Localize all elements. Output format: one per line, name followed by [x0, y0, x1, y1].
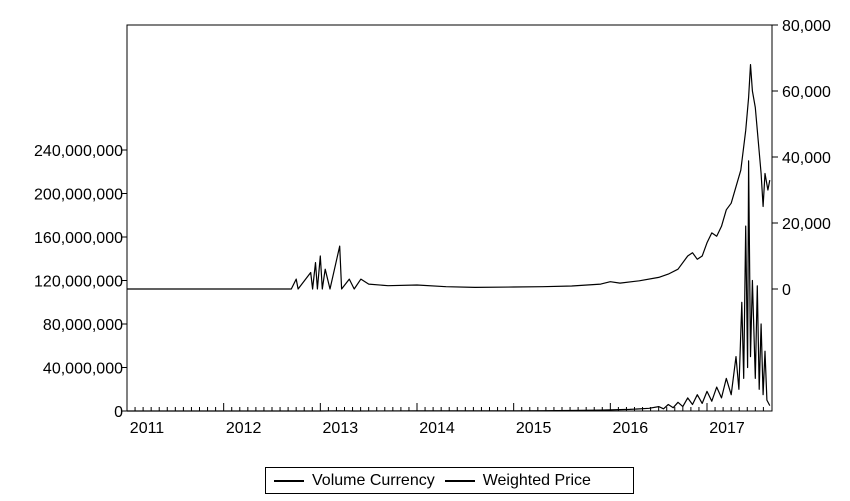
right-tick-label: 80,000 [782, 18, 831, 35]
x-tick-label: 2017 [709, 420, 745, 437]
right-tick-label: 20,000 [782, 216, 831, 233]
right-tick-label: 60,000 [782, 84, 831, 101]
series-weighted-price [127, 63, 771, 290]
x-axis: 2011 2012 2013 2014 2015 2016 2017 [126, 403, 764, 437]
chart-canvas: 0 40,000,000 80,000,000 120,000,000 160,000,… [34, 18, 831, 437]
x-tick-label: 2015 [516, 420, 552, 437]
legend-item-price: Weighted Price [444, 471, 591, 490]
left-tick-label: 40,000,000 [43, 361, 123, 378]
x-tick-label: 2016 [613, 420, 649, 437]
left-tick-label: 240,000,000 [34, 143, 123, 160]
left-tick-label: 200,000,000 [34, 187, 123, 204]
right-axis: 0 20,000 40,000 60,000 80,000 [772, 18, 831, 299]
chart-legend: Volume Currency Weighted Price [265, 467, 634, 494]
legend-item-volume: Volume Currency [274, 472, 435, 490]
right-tick-label: 0 [782, 282, 791, 299]
left-axis: 0 40,000,000 80,000,000 120,000,000 160,000,… [34, 143, 127, 421]
left-tick-label: 80,000,000 [43, 317, 123, 334]
left-tick-label: 0 [114, 404, 123, 421]
series-volume-currency [127, 160, 771, 412]
plot-frame [126, 24, 773, 412]
left-tick-label: 120,000,000 [34, 274, 123, 291]
left-tick-label: 160,000,000 [34, 230, 123, 247]
x-tick-label: 2013 [323, 420, 359, 437]
legend-swatch-volume [274, 479, 304, 482]
series-layer [127, 63, 771, 412]
legend-swatch-price [444, 479, 475, 482]
x-tick-label: 2014 [419, 420, 455, 437]
x-tick-label: 2012 [226, 420, 262, 437]
x-tick-label: 2011 [130, 420, 165, 437]
right-tick-label: 40,000 [782, 150, 831, 167]
legend-label-price: Weighted Price [482, 471, 591, 489]
legend-label-volume: Volume Currency [312, 471, 435, 489]
